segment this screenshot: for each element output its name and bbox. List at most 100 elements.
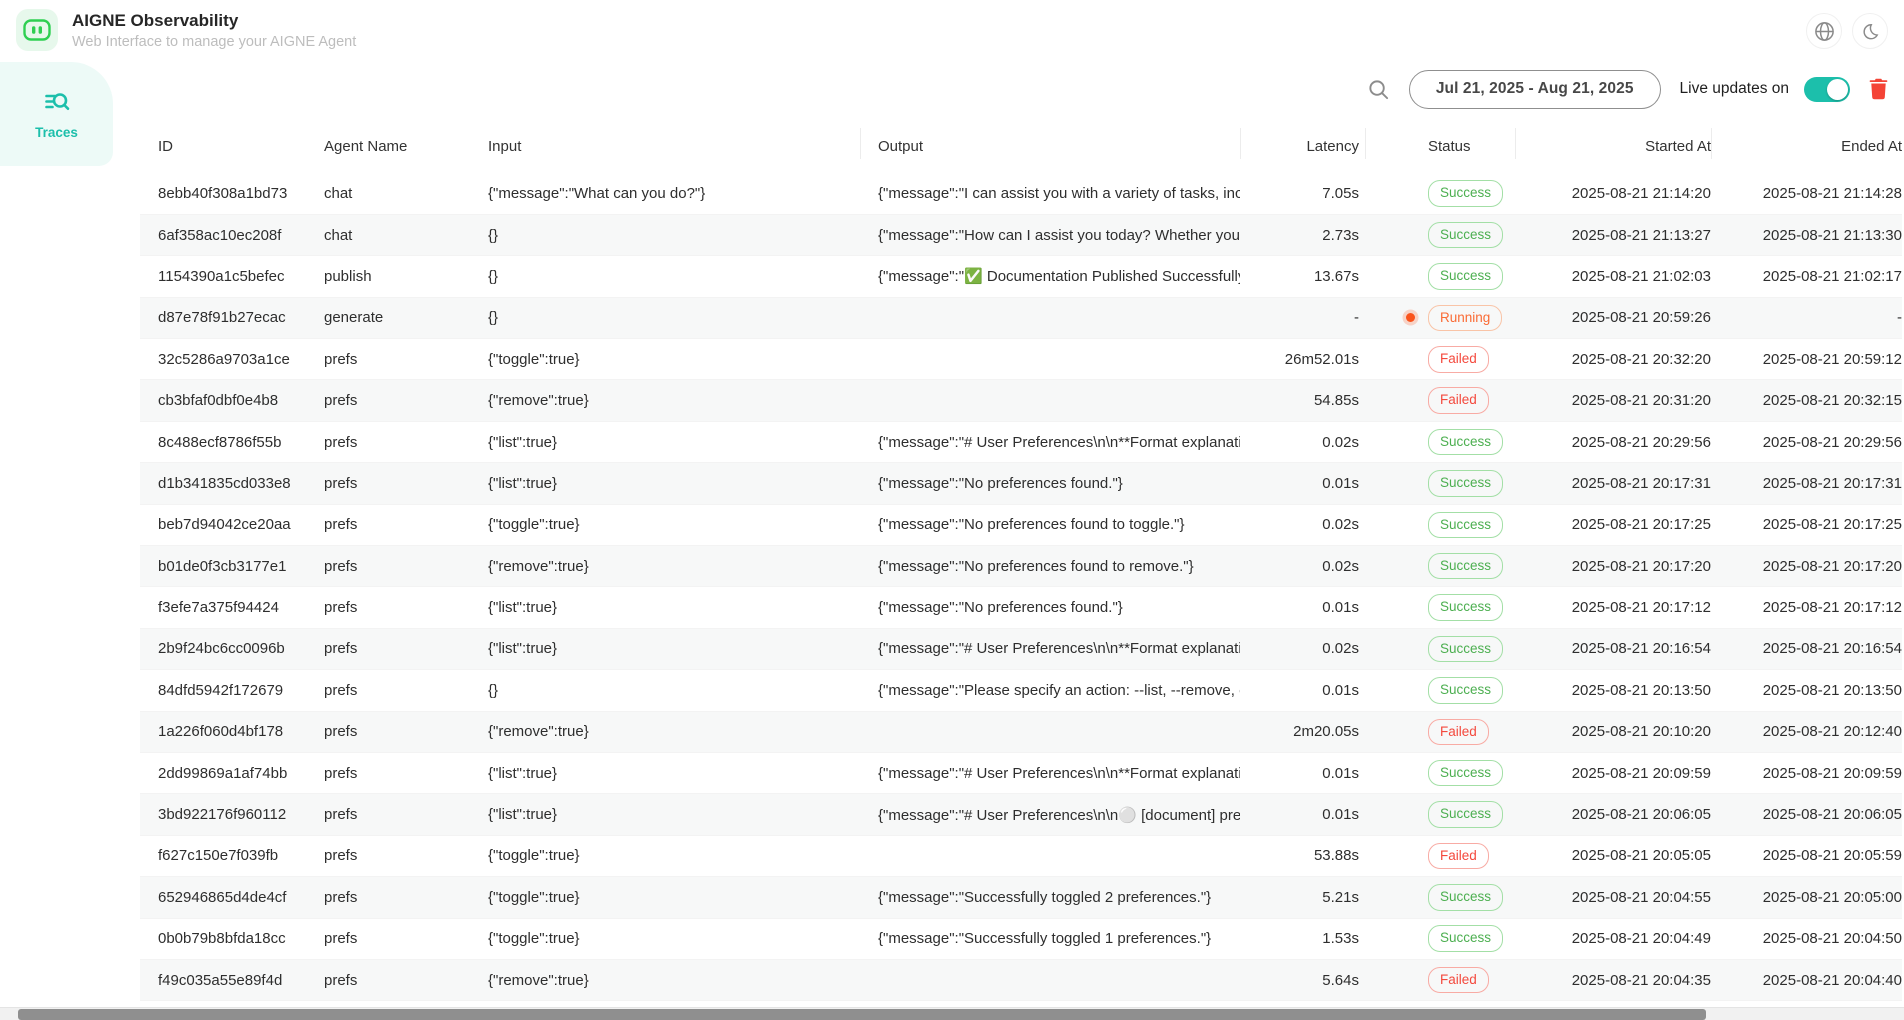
table-row[interactable]: 8ebb40f308a1bd73 chat {"message":"What can… <box>140 173 1902 215</box>
cell-output <box>860 959 1240 1000</box>
table-row[interactable]: 3bd922176f960112 prefs {"list":true} {"mess… <box>140 793 1902 836</box>
cell-input: {"remove":true} <box>488 557 589 575</box>
search-icon <box>1369 79 1388 99</box>
status-badge-label: Failed <box>1428 966 1489 994</box>
date-range-picker[interactable]: Jul 21, 2025 - Aug 21, 2025 <box>1408 69 1661 109</box>
column-header: Latency <box>1240 116 1365 173</box>
table-row[interactable]: 6af358ac10ec208f chat {} {"message":"How ca… <box>140 214 1902 256</box>
table-row[interactable]: f627c150e7f039fb prefs {"toggle":true} 53.8… <box>140 835 1902 877</box>
table-row[interactable]: 0b0b79b8bfda18cc prefs {"toggle":true} {"me… <box>140 918 1902 960</box>
theme-toggle-button[interactable] <box>1852 13 1888 49</box>
column-header: Agent Name <box>324 138 408 155</box>
cell-agent: prefs <box>324 516 358 534</box>
cell-started: 2025-08-21 20:04:55 <box>1571 888 1711 906</box>
cell-ended: 2025-08-21 20:09:59 <box>1762 764 1902 782</box>
status-badge-label: Success <box>1428 594 1504 621</box>
cell-input: {"list":true} <box>488 806 558 824</box>
cell-output: {"message":"# User Preferences\n\n**Form… <box>878 764 1240 782</box>
cell-id: d1b341835cd033e8 <box>158 474 291 492</box>
table-row[interactable]: 84dfd5942f172679 prefs {} {"message":"Pleas… <box>140 670 1902 712</box>
table-row[interactable]: 8c488ecf8786f55b prefs {"list":true} {"mess… <box>140 421 1902 463</box>
cell-id: 652946865d4de4cf <box>158 888 287 906</box>
cell-latency: 0.01s <box>1322 474 1359 492</box>
cell-agent: prefs <box>324 350 358 368</box>
cell-id: 3bd922176f960112 <box>158 806 287 824</box>
cell-agent: prefs <box>324 392 358 410</box>
cell-output: {"message":"# User Preferences\n\n**Form… <box>878 640 1240 658</box>
cell-output: {"message":"No preferences found."} <box>878 474 1123 492</box>
cell-id: 1154390a1c5befec <box>158 267 285 285</box>
column-header: Ended At <box>1711 116 1902 173</box>
cell-started: 2025-08-21 20:29:56 <box>1571 433 1711 451</box>
cell-status: Success <box>1365 256 1515 297</box>
table-row[interactable]: 2b9f24bc6cc0096b prefs {"list":true} {"mess… <box>140 628 1902 670</box>
cell-input: {"list":true} <box>488 474 558 492</box>
cell-started: 2025-08-21 21:02:03 <box>1571 267 1711 285</box>
cell-status: Success <box>1365 214 1515 255</box>
table-row[interactable]: 2dd99869a1af74bb prefs {"list":true} {"mess… <box>140 752 1902 794</box>
search-button[interactable] <box>1367 78 1390 101</box>
status-badge-label: Failed <box>1428 346 1489 373</box>
cell-status: Success <box>1365 877 1515 918</box>
cell-latency: 2.73s <box>1322 226 1359 244</box>
status-badge-label: Success <box>1428 925 1504 952</box>
toggle-knob <box>1827 78 1848 100</box>
clear-traces-button[interactable] <box>1869 78 1888 100</box>
cell-started: 2025-08-21 20:31:20 <box>1571 392 1711 410</box>
cell-ended: 2025-08-21 20:59:12 <box>1762 350 1902 368</box>
table-row[interactable]: 1154390a1c5befec publish {} {"message":"✅ D… <box>140 256 1902 298</box>
cell-latency: 0.01s <box>1322 681 1359 699</box>
table-row[interactable]: d87e78f91b27ecac generate {} - Running 2025-0… <box>140 297 1902 339</box>
horizontal-scrollbar-thumb[interactable] <box>18 1009 1706 1020</box>
cell-started: 2025-08-21 20:17:12 <box>1571 599 1711 617</box>
cell-output <box>860 835 1240 876</box>
status-badge-label: Failed <box>1428 842 1489 870</box>
status-badge: Failed <box>1428 387 1489 414</box>
sidebar-item-traces[interactable]: Traces <box>0 62 113 166</box>
status-badge: Running <box>1406 304 1503 332</box>
table-row[interactable]: beb7d94042ce20aa prefs {"toggle":true} {"me… <box>140 504 1902 546</box>
cell-output: {"message":"No preferences found to remo… <box>878 557 1194 575</box>
language-button[interactable] <box>1806 13 1842 49</box>
cell-agent: chat <box>324 184 353 202</box>
traces-table: ID Agent Name Input Output Latency Status Star… <box>140 116 1902 1001</box>
cell-status: Failed <box>1365 711 1515 752</box>
table-row[interactable]: f3efe7a375f94424 prefs {"list":true} {"mess… <box>140 587 1902 629</box>
cell-ended: 2025-08-21 20:05:59 <box>1762 847 1902 865</box>
cell-id: 2dd99869a1af74bb <box>158 764 288 782</box>
status-badge-label: Success <box>1428 759 1504 787</box>
cell-output <box>860 380 1240 421</box>
cell-input: {"toggle":true} <box>488 350 580 368</box>
sidebar: Traces <box>0 62 126 166</box>
status-badge: Success <box>1428 594 1504 621</box>
status-badge: Failed <box>1428 718 1489 746</box>
live-updates-toggle[interactable] <box>1804 76 1850 102</box>
column-header: ID <box>158 138 173 155</box>
cell-agent: prefs <box>324 971 358 989</box>
status-badge-label: Running <box>1428 304 1503 332</box>
cell-latency: 0.01s <box>1322 806 1359 824</box>
status-badge-label: Success <box>1428 470 1504 497</box>
cell-output <box>860 339 1240 380</box>
table-row[interactable]: 652946865d4de4cf prefs {"toggle":true} {"me… <box>140 876 1902 919</box>
status-badge-label: Success <box>1428 884 1504 911</box>
table-row[interactable]: 1a226f060d4bf178 prefs {"remove":true} 2m20… <box>140 711 1902 753</box>
table-row[interactable]: 32c5286a9703a1ce prefs {"toggle":true} 26m5… <box>140 339 1902 380</box>
cell-ended: 2025-08-21 20:17:31 <box>1762 474 1902 492</box>
status-badge-label: Failed <box>1428 718 1489 746</box>
moon-icon <box>1862 23 1878 39</box>
table-row[interactable]: b01de0f3cb3177e1 prefs {"remove":true} {"me… <box>140 545 1902 587</box>
cell-input: {} <box>488 681 499 699</box>
cell-id: 84dfd5942f172679 <box>158 681 284 699</box>
status-badge-label: Success <box>1428 801 1504 828</box>
table-row[interactable]: f49c035a55e89f4d prefs {"remove":true} 5.64… <box>140 959 1902 1001</box>
cell-started: 2025-08-21 20:06:05 <box>1571 806 1711 824</box>
cell-status: Success <box>1365 794 1515 835</box>
cell-status: Failed <box>1365 339 1515 380</box>
cell-agent: prefs <box>324 806 358 824</box>
table-row[interactable]: d1b341835cd033e8 prefs {"list":true} {"mess… <box>140 462 1902 505</box>
table-row[interactable]: cb3bfaf0dbf0e4b8 prefs {"remove":true} 54.8… <box>140 379 1902 422</box>
cell-started: 2025-08-21 20:04:35 <box>1571 971 1711 989</box>
cell-id: d87e78f91b27ecac <box>158 309 286 327</box>
cell-input: {"list":true} <box>488 640 558 658</box>
